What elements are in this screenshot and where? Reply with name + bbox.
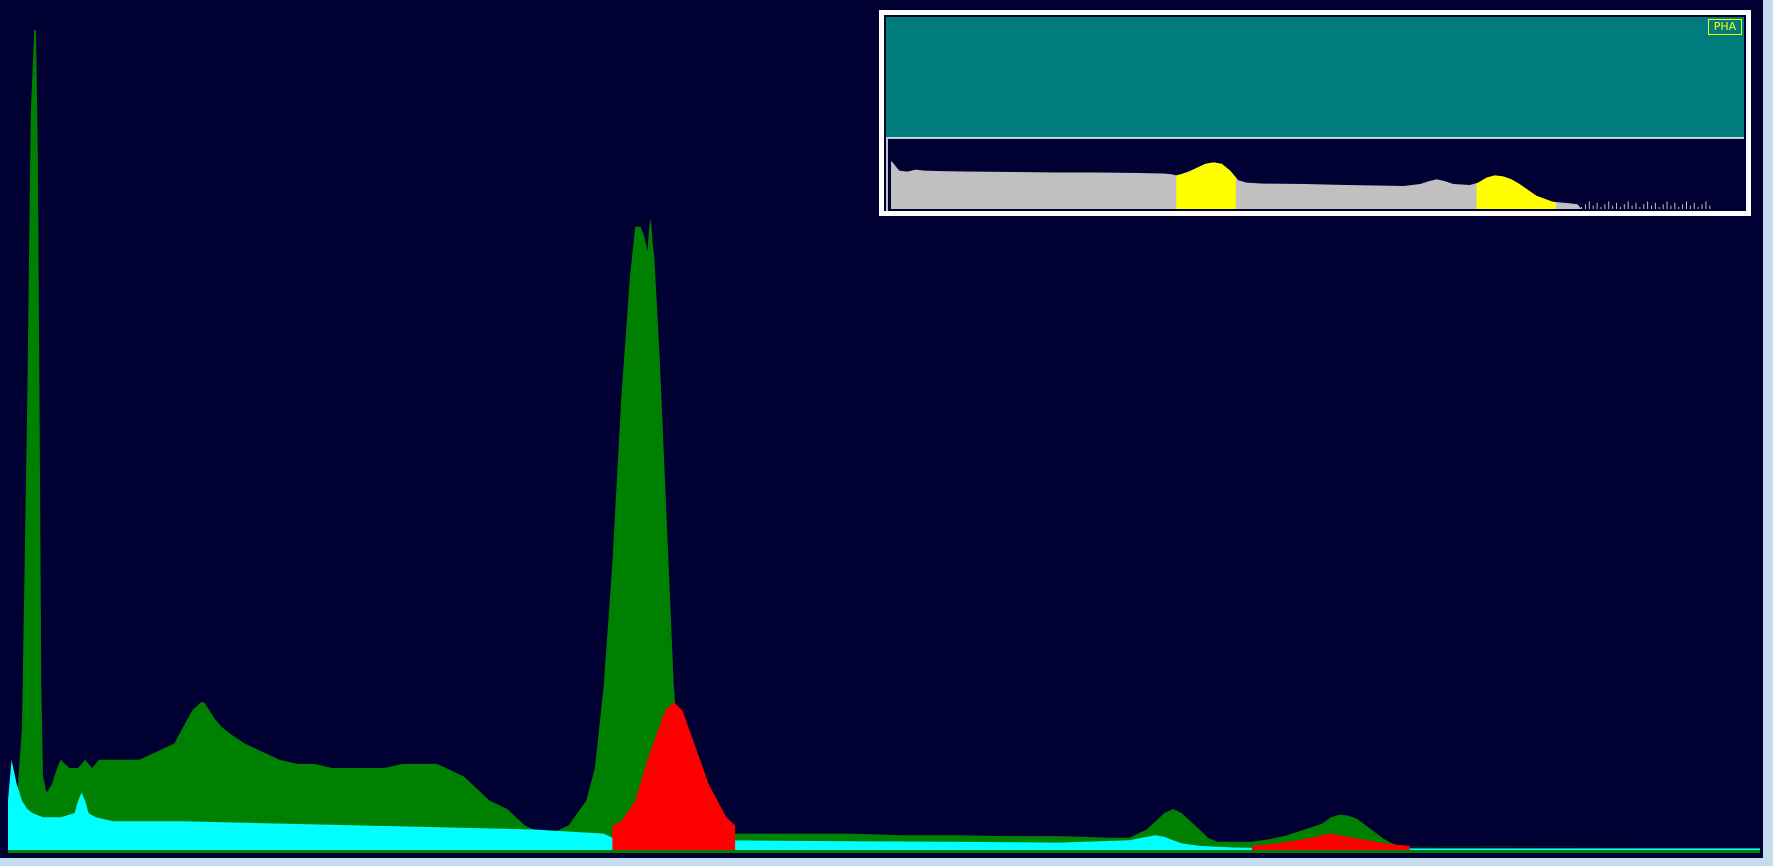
roi-peak-area	[612, 702, 736, 850]
overview-header	[886, 17, 1744, 138]
overview-roi-area	[1476, 175, 1556, 209]
main-spectrum-plot	[8, 30, 1760, 853]
overview-inset[interactable]	[879, 10, 1751, 216]
pha-label: PHA	[1708, 19, 1742, 35]
spectrum-baseline	[8, 850, 1760, 853]
background-spectrum-area	[8, 759, 1760, 850]
overview-plot	[891, 161, 1718, 209]
total-spectrum-area	[8, 30, 1673, 850]
roi-peak-area	[1251, 833, 1410, 850]
overview-roi-area	[1176, 162, 1236, 209]
